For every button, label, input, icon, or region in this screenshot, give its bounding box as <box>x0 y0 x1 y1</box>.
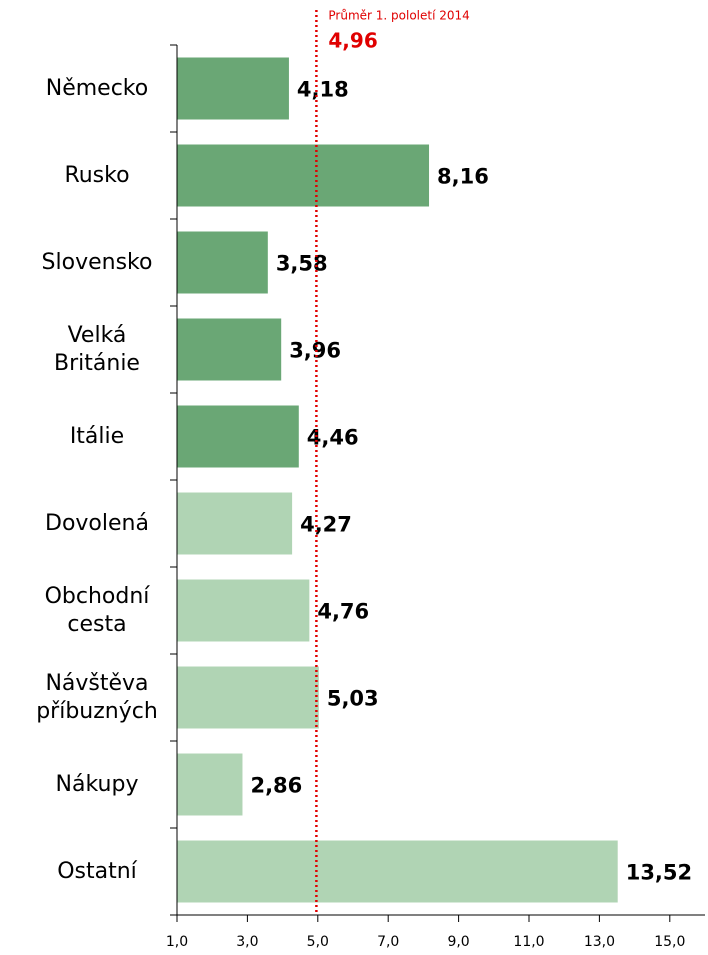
data-label: 4,76 <box>317 600 369 624</box>
data-label: 8,16 <box>437 165 489 189</box>
bar <box>177 405 299 468</box>
bar <box>177 840 618 903</box>
bar <box>177 144 430 207</box>
category-label: Návštěva příbuzných <box>36 670 158 724</box>
bar <box>177 57 289 120</box>
bar <box>177 318 282 381</box>
reference-value: 4,96 <box>328 29 377 53</box>
category-label: Nákupy <box>55 771 139 797</box>
x-tick-label: 7,0 <box>377 934 399 950</box>
data-label: 4,46 <box>307 426 359 450</box>
data-label: 3,58 <box>276 252 328 276</box>
data-label: 2,86 <box>250 774 302 798</box>
bar <box>177 579 310 642</box>
category-label: Obchodní cesta <box>44 583 150 637</box>
category-label: Rusko <box>64 162 130 188</box>
data-label: 13,52 <box>626 861 692 885</box>
data-label: 5,03 <box>327 687 379 711</box>
x-tick-label: 11,0 <box>513 934 544 950</box>
category-label: Slovensko <box>41 249 153 275</box>
x-tick-label: 3,0 <box>236 934 258 950</box>
bar <box>177 231 268 294</box>
category-label: Německo <box>45 75 149 101</box>
category-label: Ostatní <box>57 858 137 884</box>
bar <box>177 753 243 816</box>
category-label: Itálie <box>69 423 125 449</box>
category-label: Velká Británie <box>54 322 140 376</box>
category-label: Dovolená <box>45 510 149 536</box>
reference-label: Průměr 1. pololetí 2014 <box>328 9 469 23</box>
x-tick-label: 1,0 <box>166 934 188 950</box>
x-tick-label: 15,0 <box>654 934 685 950</box>
x-tick-label: 13,0 <box>584 934 615 950</box>
data-label: 4,27 <box>300 513 352 537</box>
bar <box>177 666 319 729</box>
x-tick-label: 9,0 <box>447 934 469 950</box>
data-label: 4,18 <box>297 78 349 102</box>
data-label: 3,96 <box>289 339 341 363</box>
x-tick-label: 5,0 <box>307 934 329 950</box>
bar <box>177 492 293 555</box>
